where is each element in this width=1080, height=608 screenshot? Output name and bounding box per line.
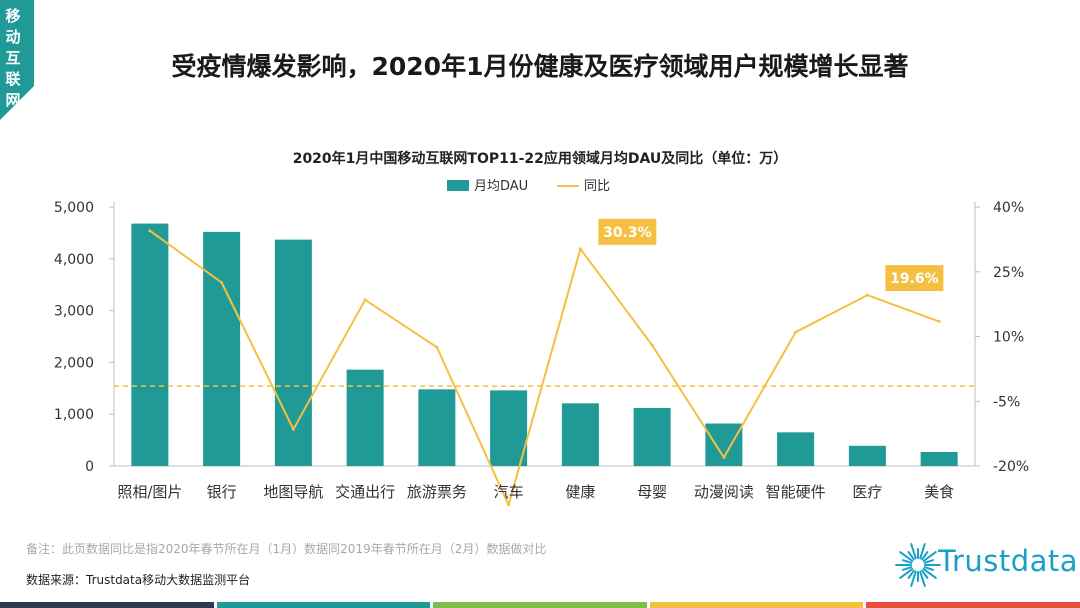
x-tick-label: 美食: [924, 483, 954, 501]
x-tick-label: 动漫阅读: [694, 483, 754, 501]
sun-ray: [907, 551, 915, 561]
line-point: [650, 343, 654, 347]
sun-ray: [922, 568, 937, 579]
sun-ray: [899, 551, 914, 562]
x-tick-label: 汽车: [494, 483, 524, 501]
bottom-bar-segment: [0, 602, 214, 608]
bottom-bar-segment: [433, 602, 647, 608]
bottom-bar-segment: [649, 602, 864, 608]
data-label-bg: [598, 218, 657, 245]
x-tick-label: 健康: [565, 483, 595, 501]
x-tick-label: 智能硬件: [766, 483, 826, 501]
sun-ray: [922, 551, 937, 562]
legend-swatch-bar: [447, 180, 469, 191]
line-point: [363, 298, 367, 302]
bar-dau: [848, 445, 886, 466]
y-right-tick-label: 25%: [993, 265, 1024, 281]
line-point: [865, 293, 869, 297]
legend-label-yoy: 同比: [584, 179, 610, 194]
y-right-tick-label: -5%: [993, 394, 1020, 410]
line-point: [435, 345, 439, 349]
side-tag: 移动互联网: [0, 0, 34, 120]
bar-dau: [561, 403, 599, 466]
line-yoy: [149, 229, 940, 506]
line-point: [722, 455, 726, 459]
bar-dau: [920, 452, 958, 466]
line-point: [148, 229, 152, 233]
y-left-tick-label: 1,000: [54, 407, 94, 423]
line-point: [220, 281, 224, 285]
side-tag-label: 移动互联网: [5, 7, 21, 109]
bar-dau: [274, 239, 312, 466]
data-source: 数据来源：Trustdata移动大数据监测平台: [26, 573, 251, 587]
legend-label-dau: 月均DAU: [474, 179, 528, 194]
y-left-tick-label: 5,000: [54, 200, 94, 216]
sun-ray: [907, 569, 915, 579]
bar-dau: [418, 389, 456, 466]
sun-ray: [899, 568, 914, 579]
side-tag-shape: [0, 0, 34, 120]
bottom-bar-segment: [866, 602, 1080, 608]
sun-ray: [910, 570, 917, 587]
line-point: [291, 427, 295, 431]
bar-dau: [705, 423, 743, 466]
y-right-tick-label: 10%: [993, 330, 1024, 346]
x-tick-label: 旅游票务: [407, 483, 467, 501]
sun-ray: [921, 569, 929, 579]
sun-ray: [901, 559, 913, 564]
footnote: 备注：此页数据同比是指2020年春节所在月（1月）数据同2019年春节所在月（2…: [26, 542, 547, 556]
line-point: [578, 247, 582, 251]
x-tick-label: 医疗: [852, 483, 882, 501]
brand-name: Trustdata: [938, 544, 1079, 578]
y-left-tick-label: 0: [85, 459, 94, 475]
page-title: 受疫情爆发影响，2020年1月份健康及医疗领域用户规模增长显著: [171, 52, 909, 81]
chart-title: 2020年1月中国移动互联网TOP11-22应用领域月均DAU及同比（单位：万）: [293, 150, 788, 167]
line-point: [794, 330, 798, 334]
sun-ray: [910, 543, 917, 560]
data-label: 19.6%: [890, 271, 939, 287]
sun-ray: [919, 543, 926, 560]
x-tick-label: 交通出行: [335, 483, 395, 501]
bar-dau: [490, 390, 528, 466]
bottom-color-bar: [0, 602, 1080, 608]
bar-dau: [131, 223, 169, 466]
y-left-tick-label: 3,000: [54, 304, 94, 320]
y-right-tick-label: 40%: [993, 200, 1024, 216]
x-tick-label: 银行: [207, 483, 237, 501]
bar-dau: [203, 231, 241, 466]
line-point: [507, 503, 511, 507]
bar-dau: [346, 369, 384, 466]
sun-ray: [923, 566, 935, 571]
data-label: 30.3%: [603, 225, 652, 241]
sun-ray: [923, 559, 935, 564]
y-right-tick-label: -20%: [993, 459, 1029, 475]
bar-dau: [777, 432, 815, 466]
y-left-tick-label: 4,000: [54, 252, 94, 268]
x-tick-label: 地图导航: [263, 483, 323, 501]
data-label-bg: [885, 265, 944, 292]
brand-logo: Trustdata: [894, 532, 1078, 594]
x-tick-label: 照相/图片: [117, 483, 182, 501]
bar-dau: [633, 407, 671, 466]
sun-ray: [919, 570, 926, 587]
sun-ray: [921, 551, 929, 561]
y-left-tick-label: 2,000: [54, 355, 94, 371]
sun-ray: [901, 566, 913, 571]
bottom-bar-segment: [216, 602, 431, 608]
line-point: [937, 319, 941, 323]
sun-burst-icon: [895, 543, 941, 587]
x-tick-label: 母婴: [637, 483, 667, 501]
